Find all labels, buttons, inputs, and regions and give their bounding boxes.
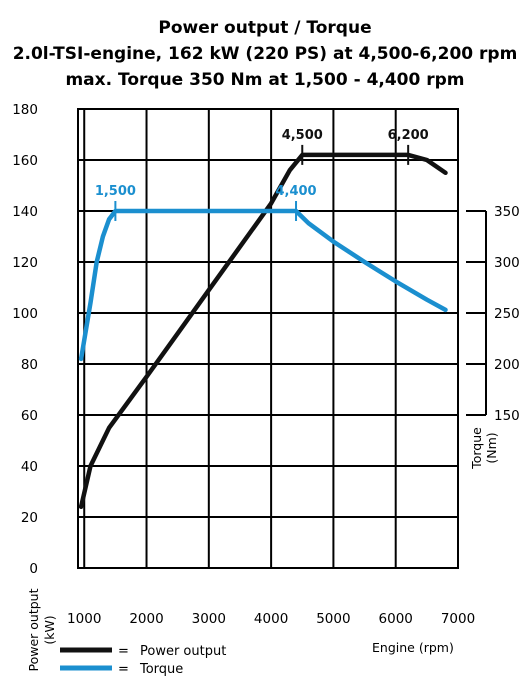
grid	[77, 108, 459, 569]
series-line-torque	[78, 208, 448, 362]
annotation-label-6-200: 6,200	[388, 128, 429, 143]
y-left-tick-label-100: 100	[12, 306, 38, 322]
annotation-label-4-400: 4,400	[275, 184, 316, 199]
y-axis-label-right-2: (Nm)	[484, 432, 499, 463]
y-right-tick-label-250: 250	[494, 306, 520, 322]
y-right-tick-label-350: 350	[494, 204, 520, 220]
legend-label-torque: Torque	[139, 662, 183, 677]
x-tick-label-6000: 6000	[379, 611, 413, 627]
y-left-tick-label-40: 40	[21, 459, 38, 475]
x-tick-label-4000: 4000	[254, 611, 288, 627]
chart-subtitle-2: max. Torque 350 Nm at 1,500 - 4,400 rpm	[65, 70, 464, 90]
chart-title: Power output / Torque	[158, 18, 371, 38]
x-axis-ticks: 1000 2000 3000 4000 5000 6000 7000	[67, 611, 475, 627]
y-left-tick-label-0: 0	[29, 561, 38, 577]
y-left-tick-label-160: 160	[12, 153, 38, 169]
y-left-tick-label-120: 120	[12, 255, 38, 271]
left-axis-ticks: 0 20 40 60 80 100 120 140 160 180	[12, 102, 38, 577]
series-group	[78, 152, 448, 510]
y-left-tick-label-140: 140	[12, 204, 38, 220]
y-axis-label-left-1: Power output	[26, 588, 41, 671]
y-left-tick-label-180: 180	[12, 102, 38, 118]
x-tick-label-7000: 7000	[441, 611, 475, 627]
annotation-label-4-500: 4,500	[282, 128, 323, 143]
legend-symbol-torque: =	[118, 662, 129, 677]
y-left-tick-label-80: 80	[21, 357, 38, 373]
y-left-tick-label-20: 20	[21, 510, 38, 526]
x-tick-label-1000: 1000	[67, 611, 101, 627]
legend-symbol-power: =	[118, 644, 129, 659]
chart-subtitle: 2.0l-TSI-engine, 162 kW (220 PS) at 4,50…	[13, 44, 518, 64]
x-tick-label-3000: 3000	[192, 611, 226, 627]
x-tick-label-2000: 2000	[129, 611, 163, 627]
series-line-power-output	[78, 152, 448, 510]
y-right-tick-label-150: 150	[494, 408, 520, 424]
y-left-tick-label-60: 60	[21, 408, 38, 424]
legend-label-power: Power output	[140, 644, 226, 659]
plot-frame	[77, 108, 459, 569]
right-axis-ticks: 150 200 250 300 350	[466, 204, 520, 424]
y-right-tick-label-300: 300	[494, 255, 520, 271]
x-axis-label: Engine (rpm)	[372, 640, 454, 655]
y-right-tick-label-200: 200	[494, 357, 520, 373]
legend: = Power output = Torque	[60, 644, 226, 677]
y-axis-label-left-2: (kW)	[42, 615, 57, 644]
annotation-label-1-500: 1,500	[95, 184, 136, 199]
x-tick-label-5000: 5000	[316, 611, 350, 627]
y-axis-label-right-1: Torque	[469, 427, 484, 470]
annotations: 1,500 4,400 4,500 6,200	[95, 128, 429, 221]
